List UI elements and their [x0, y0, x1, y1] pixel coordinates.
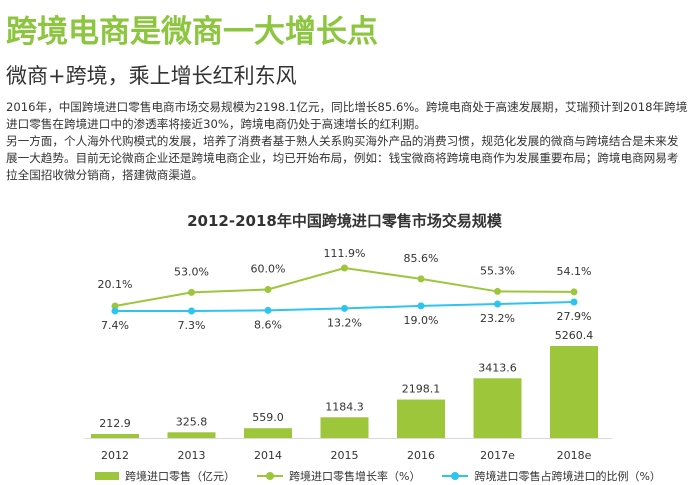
growth-rate-point — [188, 288, 195, 296]
legend-item-ratio: 跨境进口零售占跨境进口的比例（%） — [442, 468, 661, 484]
x-tick-label: 2016 — [407, 449, 435, 462]
bar — [244, 428, 292, 438]
growth-rate-label: 55.3% — [480, 264, 515, 277]
growth-rate-label: 54.1% — [557, 265, 592, 278]
chart-title: 2012-2018年中国跨境进口零售市场交易规模 — [187, 212, 502, 230]
ratio-point — [570, 298, 578, 306]
ratio-point — [111, 307, 119, 315]
ratio-label: 19.0% — [404, 314, 439, 327]
growth-rate-point — [111, 302, 119, 310]
legend-label-ratio: 跨境进口零售占跨境进口的比例（%） — [474, 470, 661, 483]
bar-value-label: 1184.3 — [325, 400, 364, 413]
ratio-label: 23.2% — [480, 312, 515, 325]
ratio-point — [264, 306, 272, 314]
bar-value-label: 325.8 — [176, 415, 208, 428]
growth-rate-label: 53.0% — [174, 265, 209, 278]
growth-rate-point — [417, 275, 425, 283]
body-text: 2016年，中国跨境进口零售电商市场交易规模为2198.1亿元，同比增长85.6… — [6, 99, 688, 184]
page-subtitle: 微商+跨境，乘上增长红利东风 — [6, 64, 297, 88]
ratio-label: 13.2% — [327, 316, 362, 329]
x-tick-label: 2012 — [101, 449, 129, 462]
growth-rate-label: 85.6% — [404, 252, 439, 265]
x-tick-label: 2015 — [331, 449, 359, 462]
ratio-point — [417, 302, 425, 310]
growth-rate-label: 20.1% — [98, 278, 133, 291]
bar — [550, 346, 598, 438]
bar-value-label: 559.0 — [252, 411, 284, 424]
ratio-label: 8.6% — [254, 318, 282, 331]
ratio-label: 27.9% — [557, 310, 592, 323]
legend-label-bar: 跨境进口零售（亿元） — [125, 470, 235, 483]
legend-swatch-ratio — [442, 471, 469, 481]
x-tick-label: 2014 — [254, 449, 282, 462]
legend-label-growth: 跨境进口零售增长率（%） — [289, 470, 421, 483]
growth-rate-point — [341, 264, 348, 272]
growth-rate-label: 111.9% — [324, 247, 366, 260]
x-tick-label: 2017e — [480, 449, 515, 462]
bar-value-label: 212.9 — [99, 417, 131, 430]
bar — [397, 399, 445, 438]
legend-item-growth: 跨境进口零售增长率（%） — [257, 468, 420, 484]
chart-legend: 跨境进口零售（亿元） 跨境进口零售增长率（%） 跨境进口零售占跨境进口的比例（%… — [95, 468, 661, 484]
bar — [91, 434, 139, 438]
ratio-point — [188, 307, 195, 315]
legend-item-bar: 跨境进口零售（亿元） — [95, 468, 235, 484]
ratio-point — [341, 304, 348, 312]
body-paragraph-2: 另一方面，个人海外代购模式的发展，培养了消费者基于熟人关系购买海外产品的消费习惯… — [6, 134, 679, 182]
legend-swatch-bar — [95, 472, 119, 480]
growth-rate-point — [494, 287, 501, 295]
ratio-label: 7.3% — [178, 319, 206, 332]
body-paragraph-1: 2016年，中国跨境进口零售电商市场交易规模为2198.1亿元，同比增长85.6… — [6, 100, 688, 131]
x-tick-label: 2013 — [178, 449, 206, 462]
bar-value-label: 3413.6 — [478, 361, 517, 374]
bar-value-label: 5260.4 — [555, 329, 594, 342]
ratio-label: 7.4% — [101, 319, 129, 332]
page-title: 跨境电商是微商一大增长点 — [6, 14, 378, 50]
bar — [473, 378, 522, 438]
bar — [320, 417, 369, 438]
bar-value-label: 2198.1 — [402, 383, 441, 396]
ratio-point — [494, 300, 501, 308]
growth-rate-label: 60.0% — [251, 262, 286, 275]
growth-rate-point — [570, 288, 578, 296]
bar — [167, 432, 216, 438]
legend-swatch-growth — [257, 471, 283, 481]
x-tick-label: 2018e — [557, 449, 592, 462]
growth-rate-point — [264, 285, 272, 293]
